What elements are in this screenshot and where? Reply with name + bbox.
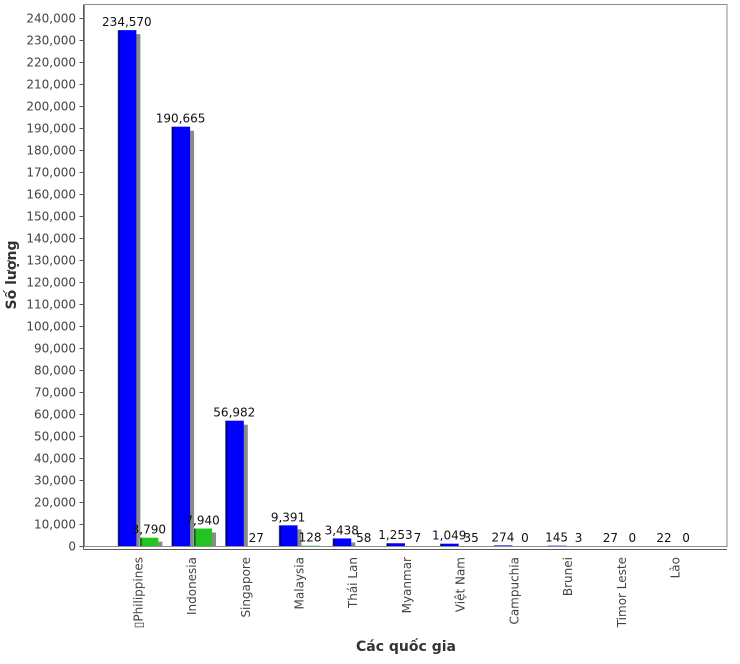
bar-value-label: 3,790 (132, 523, 166, 537)
y-tick-label: 130,000 (26, 254, 76, 268)
y-tick-label: 90,000 (34, 342, 76, 356)
bar-value-label: 27 (249, 531, 264, 545)
bar (193, 528, 213, 546)
y-tick-label: 20,000 (34, 496, 76, 510)
bar-value-label: 35 (464, 531, 479, 545)
y-tick-label: 100,000 (26, 320, 76, 334)
bar-value-label: 234,570 (102, 15, 152, 29)
y-tick-label: 30,000 (34, 474, 76, 488)
y-tick-label: 70,000 (34, 386, 76, 400)
bar-value-label: 0 (521, 531, 529, 545)
x-tick-label: Brunei (561, 557, 575, 596)
bar (224, 420, 244, 546)
y-tick-label: 170,000 (26, 166, 76, 180)
bar (385, 543, 405, 546)
y-tick-label: 190,000 (26, 122, 76, 136)
y-tick-label: 200,000 (26, 100, 76, 114)
x-tick-label: Việt Nam (454, 557, 468, 612)
bar-value-label: 274 (491, 530, 514, 544)
y-axis-title: Số lượng (3, 241, 20, 310)
x-tick-label: Singapore (239, 557, 253, 618)
y-tick-label: 60,000 (34, 408, 76, 422)
x-tick-label: Myanmar (400, 557, 414, 613)
x-tick-label: Thái Lan (346, 557, 360, 609)
bar (117, 30, 137, 546)
bar-value-label: 27 (603, 531, 618, 545)
y-tick-label: 160,000 (26, 188, 76, 202)
y-tick-label: 40,000 (34, 452, 76, 466)
y-tick-label: 240,000 (26, 12, 76, 26)
bar (493, 545, 513, 546)
bar-value-label: 145 (545, 531, 568, 545)
bar-value-label: 0 (629, 531, 637, 545)
bar-value-label: 3,438 (325, 523, 359, 537)
bar-value-label: 128 (299, 531, 322, 545)
y-tick-label: 10,000 (34, 518, 76, 532)
x-tick-label: Lào (669, 557, 683, 578)
x-tick-label: Indonesia (185, 557, 199, 615)
y-tick-label: 120,000 (26, 276, 76, 290)
x-tick-label: Campuchia (507, 557, 521, 625)
x-axis: ▯Philippines Indonesia Singapore Malaysia Th… (131, 557, 682, 628)
bar (171, 126, 191, 546)
bar (278, 525, 298, 546)
bar-value-label: 1,049 (432, 529, 466, 543)
bar (332, 538, 352, 546)
bar-value-label: 1,253 (378, 528, 412, 542)
y-tick-label: 110,000 (26, 298, 76, 312)
bar (439, 543, 459, 546)
bar-value-label: 58 (356, 531, 371, 545)
x-tick-label: Timor Leste (615, 557, 629, 628)
y-tick-label: 150,000 (26, 210, 76, 224)
y-tick-label: 210,000 (26, 78, 76, 92)
value-labels-layer: 234,570 190,665 56,982 9,391 3,438 1,253 1,049… (102, 15, 690, 545)
x-tick-label: Malaysia (293, 557, 307, 609)
bar-value-label: 9,391 (271, 510, 305, 524)
bar-value-label: 22 (656, 531, 671, 545)
y-tick-label: 50,000 (34, 430, 76, 444)
bar-value-label: 7,940 (185, 514, 219, 528)
y-tick-label: 0 (68, 540, 76, 554)
bar-value-label: 7 (414, 531, 422, 545)
y-tick-label: 230,000 (26, 34, 76, 48)
y-tick-label: 80,000 (34, 364, 76, 378)
bar-value-label: 190,665 (156, 112, 206, 126)
bar (139, 537, 159, 546)
x-axis-title: Các quốc gia (356, 638, 456, 655)
bar-value-label: 56,982 (213, 406, 255, 420)
bar-value-label: 0 (682, 531, 690, 545)
y-tick-label: 220,000 (26, 56, 76, 70)
y-axis: 0 10,000 20,000 30,000 40,000 50,000 60,000 70,… (26, 4, 84, 554)
y-tick-label: 180,000 (26, 144, 76, 158)
bars-layer (117, 30, 567, 546)
y-tick-label: 140,000 (26, 232, 76, 246)
bar-value-label: 3 (575, 531, 583, 545)
x-tick-label: ▯Philippines (131, 557, 145, 628)
